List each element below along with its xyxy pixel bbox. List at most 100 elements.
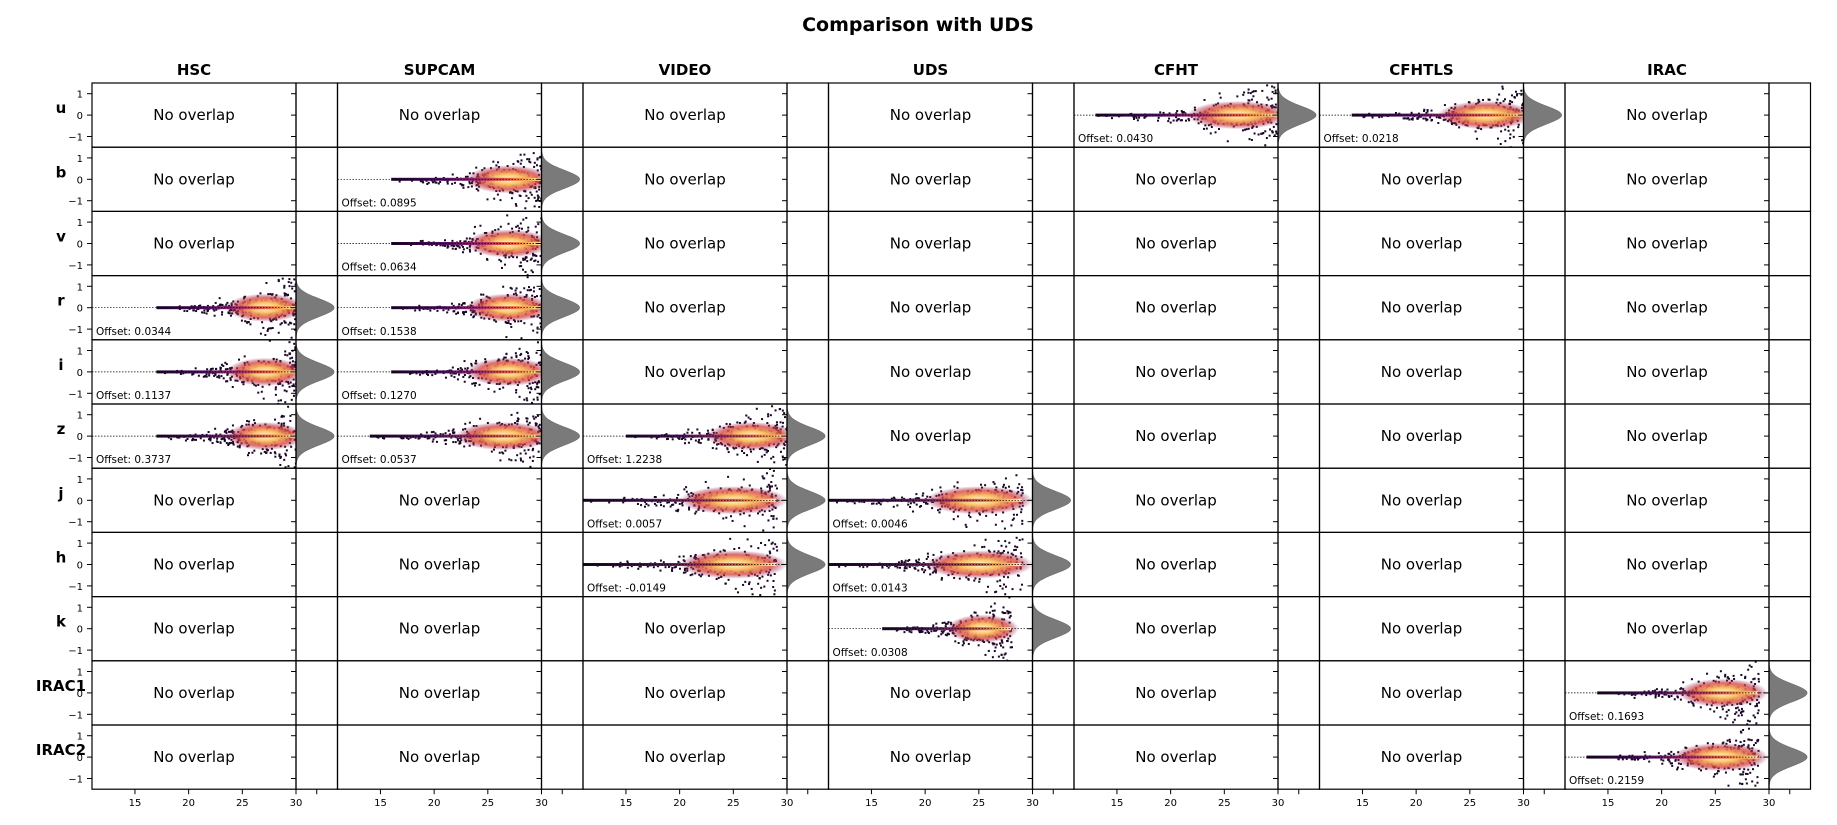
x-tick-label: 30 xyxy=(290,798,303,809)
panel-i-supcam: Offset: 0.1270 xyxy=(336,339,584,405)
histogram-frame xyxy=(786,339,830,405)
figure-title: Comparison with UDS xyxy=(802,14,1034,36)
histogram-frame xyxy=(786,595,830,662)
x-tick-label: 15 xyxy=(129,798,142,809)
offset-label: Offset: 0.0143 xyxy=(833,583,908,595)
row-label-irac2: IRAC2 xyxy=(36,741,86,759)
offset-prefix: Offset: xyxy=(1324,133,1362,145)
panel-irac2-irac: Offset: 0.2159 xyxy=(1564,724,1812,790)
column-header-supcam: SUPCAM xyxy=(404,61,476,79)
offset-value: 1.2238 xyxy=(625,454,662,466)
panel-v-uds: No overlap xyxy=(827,210,1075,277)
no-overlap-text: No overlap xyxy=(890,684,972,702)
offset-value: 0.0218 xyxy=(1362,133,1399,145)
panel-j-cfht: No overlap xyxy=(1073,467,1321,534)
panel-k-supcam: No overlap xyxy=(336,595,584,662)
no-overlap-text: No overlap xyxy=(1135,427,1217,445)
offset-prefix: Offset: xyxy=(96,390,134,402)
histogram-frame xyxy=(1031,275,1075,341)
no-overlap-text: No overlap xyxy=(153,684,235,702)
x-tick-label: 20 xyxy=(428,798,441,809)
no-overlap-text: No overlap xyxy=(1626,620,1708,638)
panel-irac1-cfhtls: No overlap xyxy=(1318,660,1566,726)
density-ridge xyxy=(391,242,542,245)
x-tick-label: 20 xyxy=(1164,798,1177,809)
histogram-frame xyxy=(1277,339,1321,405)
panel-k-cfhtls: No overlap xyxy=(1318,595,1566,662)
offset-histogram xyxy=(1277,82,1317,148)
row-label-u: u xyxy=(56,99,67,117)
offset-label: Offset: 1.2238 xyxy=(587,454,662,466)
offset-histogram xyxy=(541,275,581,341)
offset-label: Offset: -0.0149 xyxy=(587,583,666,595)
offset-prefix: Offset: xyxy=(342,454,380,466)
histogram-frame xyxy=(295,146,339,212)
panel-j-irac: No overlap xyxy=(1564,467,1812,534)
x-tick-label: 20 xyxy=(182,798,195,809)
histogram-frame xyxy=(295,595,339,662)
offset-label: Offset: 0.1270 xyxy=(342,390,417,402)
offset-value: 0.1538 xyxy=(380,326,417,338)
column-header-cfhtls: CFHTLS xyxy=(1389,61,1453,79)
y-tick-label: 0 xyxy=(77,368,83,379)
y-tick-label: 1 xyxy=(77,475,83,486)
no-overlap-text: No overlap xyxy=(644,299,726,317)
offset-label: Offset: 0.1538 xyxy=(342,326,417,338)
offset-prefix: Offset: xyxy=(587,454,625,466)
histogram-frame xyxy=(1522,210,1566,277)
histogram-frame xyxy=(1768,403,1812,469)
panel-v-video: No overlap xyxy=(582,210,830,277)
density-ridge xyxy=(1597,691,1759,695)
offset-histogram xyxy=(541,339,581,405)
offset-histogram xyxy=(1768,660,1808,726)
no-overlap-text: No overlap xyxy=(399,620,481,638)
panel-v-cfhtls: No overlap xyxy=(1318,210,1566,277)
no-overlap-text: No overlap xyxy=(644,235,726,253)
histogram-frame xyxy=(540,724,584,790)
density-ridge xyxy=(391,370,542,374)
histogram-frame xyxy=(1522,595,1566,662)
panel-r-irac: No overlap xyxy=(1564,275,1812,341)
offset-prefix: Offset: xyxy=(833,583,871,595)
panel-v-hsc: No overlap xyxy=(91,210,339,277)
panel-z-uds: No overlap xyxy=(827,403,1075,469)
offset-histogram xyxy=(295,275,335,341)
row-label-b: b xyxy=(56,163,67,181)
panel-j-supcam: No overlap xyxy=(336,467,584,534)
panel-h-irac: No overlap xyxy=(1564,531,1812,598)
panel-h-hsc: No overlap xyxy=(91,531,339,598)
y-tick-label: 1 xyxy=(77,411,83,422)
no-overlap-text: No overlap xyxy=(1135,299,1217,317)
no-overlap-text: No overlap xyxy=(153,170,235,188)
y-tick-label: −1 xyxy=(68,710,83,721)
x-tick-label: 15 xyxy=(374,798,387,809)
offset-prefix: Offset: xyxy=(1569,775,1607,787)
histogram-frame xyxy=(295,531,339,598)
histogram-frame xyxy=(1031,339,1075,405)
y-tick-label: −1 xyxy=(68,582,83,593)
no-overlap-text: No overlap xyxy=(1135,748,1217,766)
panel-z-video: Offset: 1.2238 xyxy=(582,403,830,469)
scatter-cloud xyxy=(1351,85,1524,148)
no-overlap-text: No overlap xyxy=(399,684,481,702)
scatter-cloud xyxy=(1586,727,1769,787)
y-tick-label: 1 xyxy=(77,154,83,165)
histogram-frame xyxy=(786,146,830,212)
panel-v-irac: No overlap xyxy=(1564,210,1812,277)
y-tick-label: 1 xyxy=(77,732,83,743)
panel-irac1-supcam: No overlap xyxy=(336,660,584,726)
histogram-frame xyxy=(1277,724,1321,790)
no-overlap-text: No overlap xyxy=(153,620,235,638)
y-tick-label: 0 xyxy=(77,753,83,764)
column-header-cfht: CFHT xyxy=(1154,61,1199,79)
no-overlap-text: No overlap xyxy=(1626,299,1708,317)
no-overlap-text: No overlap xyxy=(1381,299,1463,317)
histogram-frame xyxy=(1277,531,1321,598)
scatter-cloud xyxy=(1597,660,1768,725)
offset-value: 0.0537 xyxy=(380,454,417,466)
y-tick-label: 1 xyxy=(77,90,83,101)
row-label-irac1: IRAC1 xyxy=(36,677,86,695)
no-overlap-text: No overlap xyxy=(890,235,972,253)
offset-histogram xyxy=(786,403,826,469)
no-overlap-text: No overlap xyxy=(1626,106,1708,124)
